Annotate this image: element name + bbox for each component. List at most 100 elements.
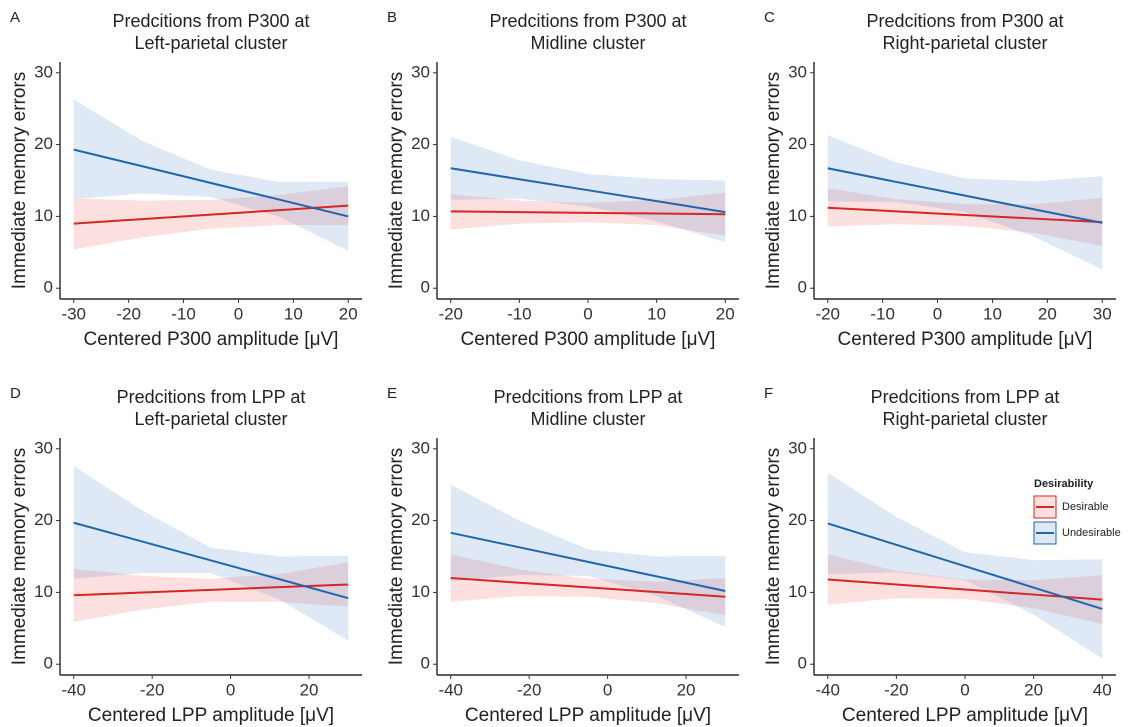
chart-title: Right-parietal cluster xyxy=(882,409,1047,429)
y-axis-title: Immediate memory errors xyxy=(763,72,784,290)
chart-title: Predcitions from LPP at xyxy=(117,387,306,407)
panel-label: E xyxy=(387,385,397,402)
x-tick-label: -20 xyxy=(438,304,463,323)
x-tick-label: -40 xyxy=(815,680,840,699)
chart-title: Predcitions from P300 at xyxy=(866,11,1063,31)
x-tick-label: 20 xyxy=(300,680,319,699)
fit-line xyxy=(827,206,1103,224)
y-axis-title: Immediate memory errors xyxy=(763,448,784,666)
x-tick-label: 0 xyxy=(603,680,612,699)
x-axis-title: Centered P300 amplitude [μV] xyxy=(838,329,1093,350)
fit-line xyxy=(73,204,349,225)
y-tick-label: 20 xyxy=(788,134,807,153)
x-tick-label: 0 xyxy=(933,304,942,323)
x-axis-title: Centered P300 amplitude [μV] xyxy=(461,329,716,350)
x-tick-label: -20 xyxy=(517,680,542,699)
confidence-band xyxy=(450,484,726,627)
y-tick-label: 0 xyxy=(798,654,807,673)
legend-title: Desirability xyxy=(1034,478,1094,490)
fit-line xyxy=(450,210,726,216)
x-tick-label: 30 xyxy=(1093,304,1112,323)
y-tick-label: 30 xyxy=(34,62,53,81)
fit-line xyxy=(827,522,1103,610)
y-tick-label: 20 xyxy=(411,510,430,529)
confidence-band xyxy=(827,135,1103,270)
x-tick-label: -10 xyxy=(507,304,532,323)
fit-line xyxy=(450,577,726,598)
y-tick-label: 0 xyxy=(798,278,807,297)
y-tick-label: 0 xyxy=(44,654,53,673)
fit-line xyxy=(450,167,726,214)
x-tick-label: 20 xyxy=(339,304,358,323)
x-axis-title: Centered LPP amplitude [μV] xyxy=(465,705,711,726)
x-tick-label: 40 xyxy=(1093,680,1112,699)
confidence-band xyxy=(73,562,349,622)
x-tick-label: 10 xyxy=(983,304,1002,323)
y-tick-label: 30 xyxy=(411,62,430,81)
y-tick-label: 0 xyxy=(44,278,53,297)
x-tick-label: -10 xyxy=(870,304,895,323)
y-tick-label: 30 xyxy=(34,438,53,457)
y-tick-label: 0 xyxy=(421,278,430,297)
x-tick-label: -20 xyxy=(884,680,909,699)
y-tick-label: 30 xyxy=(788,62,807,81)
panel-label: B xyxy=(387,9,397,26)
chart-title: Predcitions from P300 at xyxy=(489,11,686,31)
y-tick-label: 0 xyxy=(421,654,430,673)
y-tick-label: 20 xyxy=(411,134,430,153)
x-tick-label: 20 xyxy=(677,680,696,699)
confidence-band xyxy=(450,192,726,236)
x-axis-title: Centered LPP amplitude [μV] xyxy=(88,705,334,726)
x-tick-label: 20 xyxy=(716,304,735,323)
chart-title: Predcitions from LPP at xyxy=(871,387,1060,407)
x-tick-label: -10 xyxy=(171,304,196,323)
y-tick-label: 10 xyxy=(34,206,53,225)
fit-line xyxy=(73,148,349,218)
chart-title: Left-parietal cluster xyxy=(134,409,287,429)
x-tick-label: -20 xyxy=(116,304,141,323)
x-tick-label: 10 xyxy=(284,304,303,323)
x-tick-label: 0 xyxy=(960,680,969,699)
y-axis-title: Immediate memory errors xyxy=(386,448,407,666)
y-tick-label: 20 xyxy=(34,510,53,529)
chart-title: Right-parietal cluster xyxy=(882,33,1047,53)
chart-title: Predcitions from LPP at xyxy=(494,387,683,407)
y-axis-title: Immediate memory errors xyxy=(386,72,407,290)
y-axis-title: Immediate memory errors xyxy=(9,72,30,290)
x-tick-label: -20 xyxy=(140,680,165,699)
confidence-band xyxy=(827,188,1103,246)
x-tick-label: 20 xyxy=(1024,680,1043,699)
legend-label: Desirable xyxy=(1062,501,1108,513)
x-axis-title: Centered P300 amplitude [μV] xyxy=(84,329,339,350)
y-tick-label: 20 xyxy=(34,134,53,153)
y-tick-label: 30 xyxy=(411,438,430,457)
y-tick-label: 10 xyxy=(788,582,807,601)
fit-line xyxy=(827,578,1103,601)
chart-title: Midline cluster xyxy=(530,33,645,53)
x-tick-label: 0 xyxy=(583,304,592,323)
y-tick-label: 20 xyxy=(788,510,807,529)
chart-title: Midline cluster xyxy=(530,409,645,429)
confidence-band xyxy=(73,99,349,251)
y-tick-label: 30 xyxy=(788,438,807,457)
confidence-band xyxy=(73,466,349,641)
y-tick-label: 10 xyxy=(34,582,53,601)
panel-label: F xyxy=(764,385,773,402)
confidence-band xyxy=(450,554,726,616)
y-tick-label: 10 xyxy=(411,582,430,601)
legend-label: Undesirable xyxy=(1062,527,1121,539)
chart-title: Left-parietal cluster xyxy=(134,33,287,53)
fit-line xyxy=(73,521,349,600)
confidence-band xyxy=(73,186,349,250)
x-tick-label: -40 xyxy=(438,680,463,699)
y-tick-label: 10 xyxy=(788,206,807,225)
panel-label: C xyxy=(764,9,775,26)
panel-label: A xyxy=(10,9,20,26)
x-tick-label: 0 xyxy=(234,304,243,323)
x-tick-label: -30 xyxy=(61,304,86,323)
x-axis-title: Centered LPP amplitude [μV] xyxy=(842,705,1088,726)
y-tick-label: 10 xyxy=(411,206,430,225)
chart-title: Predcitions from P300 at xyxy=(112,11,309,31)
x-tick-label: 10 xyxy=(647,304,666,323)
